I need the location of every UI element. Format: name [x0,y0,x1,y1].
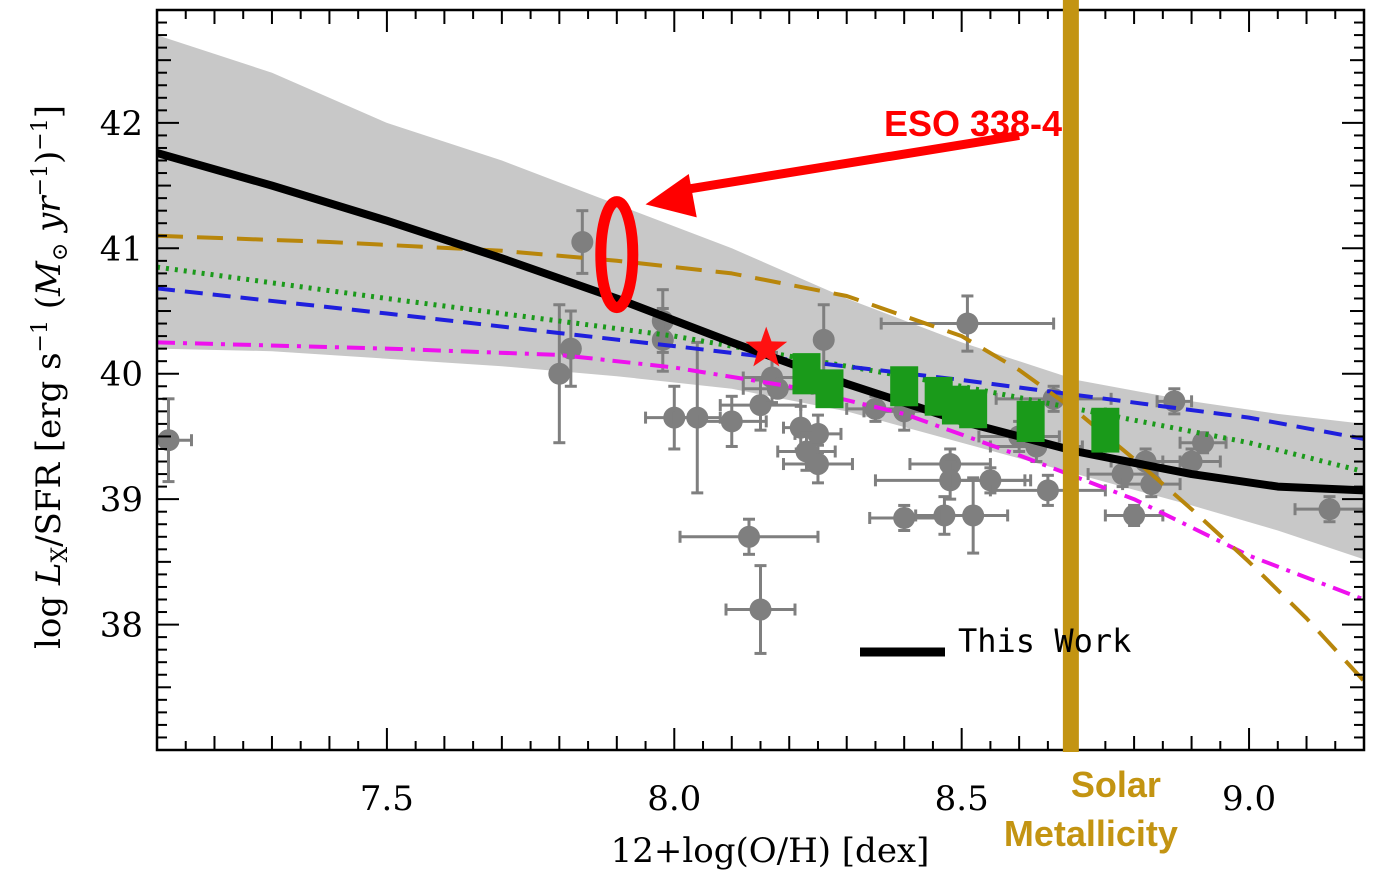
point-marker [157,429,180,452]
green-square-point [959,389,988,429]
square-marker [1016,400,1045,442]
curve-this-work [157,149,1364,495]
green-square-point [1091,407,1120,453]
point-marker [720,410,743,433]
point-marker [956,312,979,335]
data-point [571,209,594,275]
point-marker [1180,450,1203,473]
point-marker [749,598,772,621]
point-marker [806,453,829,476]
y-tick-label: 40 [100,355,143,395]
annotation-arrow-head [645,174,697,218]
data-point [1293,495,1364,524]
uncertainty-band [157,35,1364,560]
curve-orange-dashed [157,233,1364,683]
x-tick-label: 7.5 [360,779,414,819]
data-point [718,378,803,432]
solar-label-line1: Solar [1071,764,1161,805]
point-marker [979,469,1002,492]
data-point [1178,431,1228,455]
data-point [724,564,797,655]
point-marker [548,362,571,385]
y-tick-label: 38 [100,606,143,646]
solar-label-line2: Metallicity [1004,813,1178,854]
square-marker [890,366,919,407]
point-marker [749,394,772,417]
point-marker [738,525,761,548]
plot-content [157,35,1364,683]
data-point [1103,503,1165,527]
annotation-arrow-shaft [672,130,1020,196]
svg-text:log LX/SFR [erg s−1 (M⊙ yr−1)−: log LX/SFR [erg s−1 (M⊙ yr−1)−1] [28,105,73,649]
point-marker [766,377,789,400]
data-point [937,476,1010,555]
green-square-point [890,366,919,407]
legend-label-this-work: This Work [958,622,1131,660]
point-marker [1036,479,1059,502]
point-marker [1111,463,1134,486]
y-tick-label: 41 [100,229,143,269]
data-point [868,503,941,533]
point-marker [1192,431,1215,454]
square-marker [815,369,844,409]
axis-ticks: 7.5 8.0 8.5 9.0 38 39 40 41 42 [100,9,1365,819]
eso-highlight-ellipse [595,196,639,314]
data-point [781,443,854,485]
x-tick-label: 8.0 [647,779,701,819]
point-marker [1318,498,1341,521]
eso-star-marker [745,326,788,367]
data-point [1155,387,1194,416]
y-tick-label: 42 [100,104,143,144]
point-marker [962,504,985,527]
square-marker [1091,407,1120,453]
x-tick-label: 8.5 [935,779,989,819]
data-point [948,466,1033,495]
green-square-point [815,369,844,409]
square-marker [959,389,988,429]
data-point [879,294,1056,353]
data-point [548,303,571,445]
x-axis-title: 12+log(O/H) [dex] [611,831,930,871]
data-point [157,397,193,484]
point-marker [812,328,835,351]
y-tick-label: 39 [100,480,143,520]
solar-metallicity-line [1062,0,1079,752]
data-point [988,473,1107,507]
x-tick-label: 9.0 [1222,779,1276,819]
green-square-point [1016,400,1045,442]
point-marker [571,231,594,254]
data-point [1161,447,1222,476]
curve-magenta-dashdot [157,340,1364,602]
point-marker [1123,504,1146,527]
annotation-eso-338-4: ESO 338-4 [884,103,1062,144]
point-marker [806,422,829,445]
y-axis-title: log LX/SFR [erg s−1 (M⊙ yr−1)−1] [28,105,73,649]
point-marker [893,506,916,529]
data-point [678,517,820,556]
